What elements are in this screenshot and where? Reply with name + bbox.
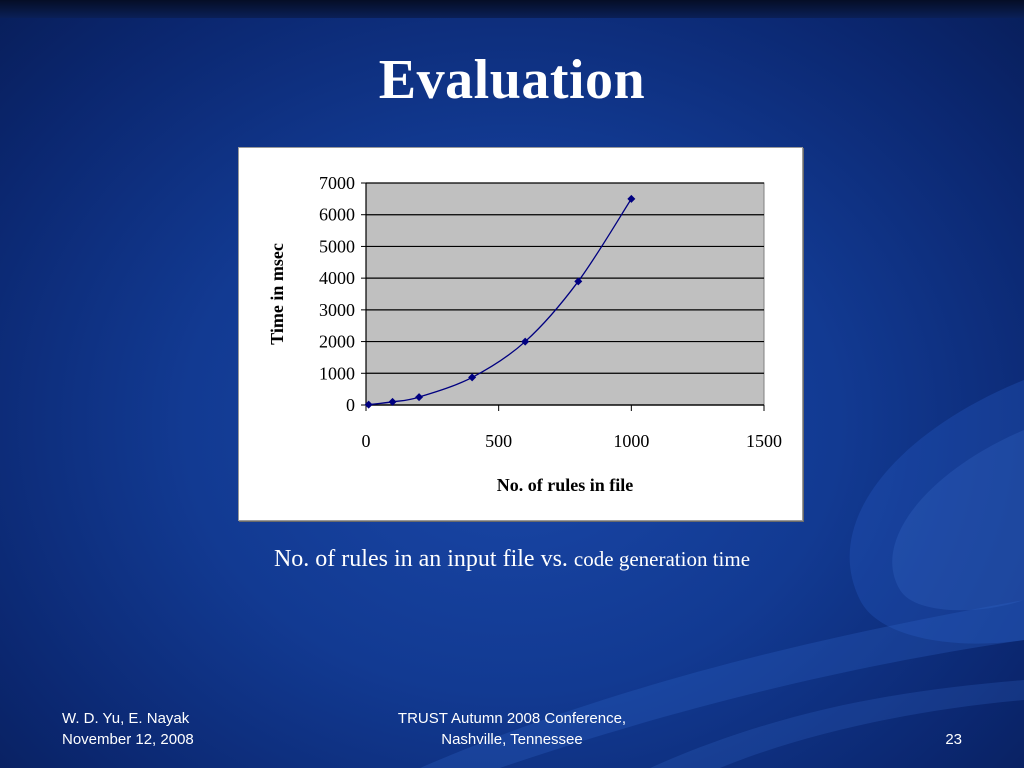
- footer-center: TRUST Autumn 2008 Conference, Nashville,…: [362, 708, 662, 750]
- data-point: [364, 400, 373, 409]
- y-tick-label: 0: [346, 395, 355, 415]
- y-tick-label: 7000: [319, 173, 355, 193]
- line-chart: 0 1000 2000 3000 4000 5000 6000 7000 0 500 1000 150…: [267, 173, 782, 495]
- data-point: [521, 337, 530, 346]
- x-tick-label: 500: [485, 431, 512, 451]
- slide-title: Evaluation: [378, 49, 646, 111]
- chart-caption: No. of rules in an input file vs. code g…: [0, 546, 1024, 573]
- footer-conference-line2: Nashville, Tennessee: [441, 731, 583, 748]
- y-tick-label: 1000: [319, 363, 355, 383]
- data-point: [415, 393, 424, 402]
- caption-main: No. of rules in an input file vs.: [273, 546, 574, 572]
- x-axis-label: No. of rules in file: [497, 475, 634, 495]
- footer-right: 23: [945, 729, 962, 750]
- plot-area: [365, 182, 765, 406]
- page-number: 23: [945, 731, 962, 748]
- footer-conference-line1: TRUST Autumn 2008 Conference,: [397, 710, 627, 727]
- footer-authors: W. D. Yu, E. Nayak: [62, 710, 190, 727]
- data-point: [574, 277, 583, 286]
- y-tick-label: 3000: [319, 300, 355, 320]
- y-axis-label: Time in msec: [267, 243, 287, 345]
- x-tick-label: 1500: [746, 431, 782, 451]
- y-tick-label: 2000: [319, 332, 355, 352]
- x-tick-label: 0: [362, 431, 371, 451]
- top-bar: [0, 0, 1024, 18]
- y-tick-label: 5000: [319, 236, 355, 256]
- data-point: [468, 373, 477, 382]
- data-point: [388, 397, 397, 406]
- y-tick-label: 6000: [319, 205, 355, 225]
- footer-left: W. D. Yu, E. Nayak November 12, 2008: [62, 708, 194, 750]
- data-point: [627, 194, 636, 203]
- chart-frame: 0 1000 2000 3000 4000 5000 6000 7000 0 500 1000 150…: [238, 147, 803, 521]
- footer-date: November 12, 2008: [62, 731, 194, 748]
- x-tick-label: 1000: [613, 431, 649, 451]
- y-tick-label: 4000: [319, 268, 355, 288]
- caption-small: code generation time: [573, 547, 751, 571]
